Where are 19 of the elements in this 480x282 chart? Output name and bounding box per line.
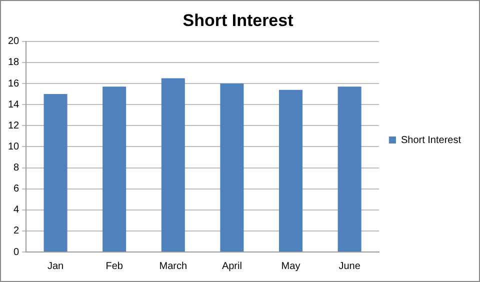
x-tick-label: April bbox=[222, 260, 242, 272]
legend-label: Short Interest bbox=[400, 134, 462, 146]
y-tick-label: 8 bbox=[14, 162, 20, 174]
y-tick-label: 6 bbox=[14, 184, 20, 195]
y-tick-label: 2 bbox=[14, 226, 20, 237]
chart-title: Short Interest bbox=[182, 10, 294, 30]
y-tick-label: 0 bbox=[14, 246, 20, 258]
y-tick-label: 20 bbox=[8, 36, 20, 48]
x-tick-label: May bbox=[281, 260, 300, 272]
x-tick-label: March bbox=[159, 260, 188, 272]
x-tick-label: June bbox=[338, 260, 361, 272]
y-tick-label: 10 bbox=[8, 141, 20, 152]
y-tick-label: 18 bbox=[8, 57, 20, 68]
y-tick-label: 14 bbox=[8, 99, 20, 110]
x-tick-label: Jan bbox=[47, 260, 64, 272]
x-tick-label: Feb bbox=[106, 260, 124, 272]
y-tick-label: 16 bbox=[8, 78, 20, 90]
y-tick-label: 4 bbox=[14, 204, 20, 216]
y-tick-label: 12 bbox=[8, 120, 20, 132]
